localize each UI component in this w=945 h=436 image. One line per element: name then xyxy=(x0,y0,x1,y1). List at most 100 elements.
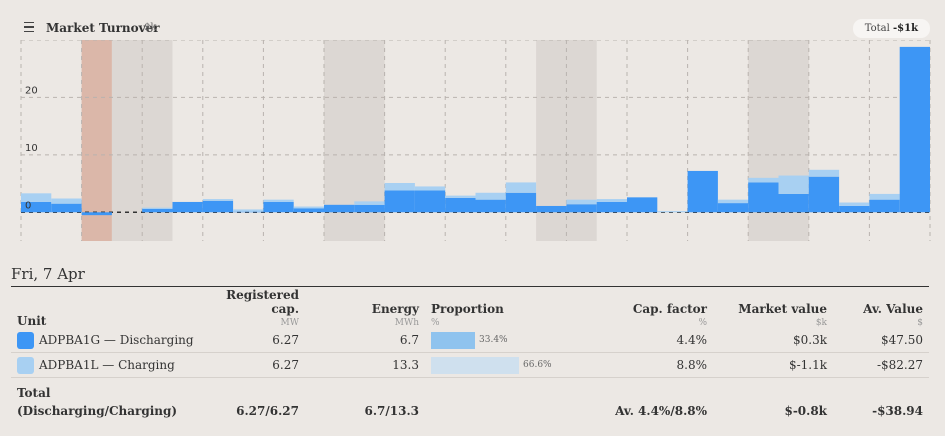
bar-discharging xyxy=(233,211,264,213)
bar-charging xyxy=(869,193,900,200)
bar-discharging xyxy=(142,208,173,213)
y-tick-label: 20 xyxy=(25,85,38,96)
bar-discharging xyxy=(324,204,355,213)
y-tick-label: 0 xyxy=(25,200,31,211)
bar-charging xyxy=(566,199,597,205)
bar-discharging xyxy=(687,170,718,213)
bar-charging xyxy=(475,192,506,200)
bar-discharging xyxy=(748,182,779,213)
bar-discharging xyxy=(354,204,385,213)
bar-charging xyxy=(748,177,779,183)
bar-discharging xyxy=(475,199,506,213)
table-row[interactable]: ADPBA1G — Discharging 6.27 6.7 33.4% 4.4… xyxy=(11,328,929,353)
proportion-bar xyxy=(431,331,475,349)
unit-cell: ADPBA1L — Charging xyxy=(11,352,203,378)
av-value-cell: -$82.27 xyxy=(833,352,929,378)
bar-charging xyxy=(202,199,234,201)
series-swatch[interactable] xyxy=(17,331,34,349)
col-reg-cap[interactable]: Registered cap. MW xyxy=(226,288,299,328)
bar-discharging xyxy=(202,200,234,213)
bar-discharging xyxy=(778,193,809,213)
total-value: -$1k xyxy=(893,23,918,34)
bar-discharging xyxy=(263,201,294,213)
bar-discharging xyxy=(414,190,446,213)
bar-charging xyxy=(293,206,324,209)
bar-discharging xyxy=(566,204,597,213)
bar-charging xyxy=(445,195,476,198)
col-energy[interactable]: Energy MWh xyxy=(371,302,419,328)
bar-charging xyxy=(384,182,415,191)
bar-discharging xyxy=(627,197,658,213)
total-sublabel: (Discharging/Charging) xyxy=(17,404,178,418)
bar-charging xyxy=(233,209,264,212)
highlight-band xyxy=(81,40,112,241)
units-table: Unit Registered cap. MW Energy MWh Proport… xyxy=(11,288,929,420)
series-swatch[interactable] xyxy=(17,356,34,374)
menu-icon[interactable] xyxy=(24,22,34,32)
reg-cap-cell: 6.27 xyxy=(203,328,305,353)
total-badge[interactable]: Total -$1k xyxy=(852,19,930,38)
bar-discharging xyxy=(717,203,749,213)
bar-discharging xyxy=(172,201,203,213)
bar-discharging xyxy=(839,205,870,213)
col-cap-factor[interactable]: Cap. factor% xyxy=(632,302,707,328)
cap-factor-cell: 8.8% xyxy=(567,352,713,378)
energy-cell: 6.7 xyxy=(305,328,425,353)
total-reg-cap: 6.27/6.27 xyxy=(236,404,299,418)
bar-discharging xyxy=(51,203,82,213)
table-row[interactable]: ADPBA1L — Charging 6.27 13.3 66.6% 8.8% … xyxy=(11,352,929,378)
chart-header: Market Turnover $k Total -$1k xyxy=(20,16,930,42)
proportion-bar xyxy=(431,356,519,374)
market-value-cell: $0.3k xyxy=(713,328,833,353)
col-av-value[interactable]: Av. Value $ xyxy=(863,302,923,328)
bar-charging xyxy=(596,199,627,202)
bar-charging xyxy=(414,186,446,191)
bar-charging xyxy=(839,202,870,206)
date-label: Fri, 7 Apr xyxy=(11,265,85,283)
cap-factor-cell: 4.4% xyxy=(567,328,713,353)
market-turnover-chart[interactable]: 0 10 20 xyxy=(0,40,945,245)
bar-discharging xyxy=(384,190,415,213)
total-market-value: $-0.8k xyxy=(784,404,827,418)
table-divider xyxy=(11,286,929,287)
bar-discharging xyxy=(808,176,840,213)
proportion-cell: 66.6% xyxy=(425,352,567,378)
bar-charging xyxy=(657,211,688,213)
total-cap-factor: Av. 4.4%/8.8% xyxy=(615,404,707,418)
bar-discharging xyxy=(536,205,567,213)
total-row-values: (Discharging/Charging) 6.27/6.27 6.7/13.… xyxy=(11,402,929,420)
total-row: Total xyxy=(11,378,929,403)
bar-discharging xyxy=(869,199,900,213)
bar-discharging xyxy=(899,46,930,213)
total-energy: 6.7/13.3 xyxy=(364,404,420,418)
bar-discharging xyxy=(445,197,476,213)
col-market-value[interactable]: Market value $k xyxy=(738,302,827,328)
bar-discharging xyxy=(293,208,324,213)
bar-charging xyxy=(808,169,840,177)
chart-title: Market Turnover xyxy=(46,21,160,35)
bar-discharging xyxy=(505,192,537,213)
unit-cell: ADPBA1G — Discharging xyxy=(11,328,203,353)
total-label: Total xyxy=(17,386,51,400)
energy-cell: 13.3 xyxy=(305,352,425,378)
chart-unit: $k xyxy=(144,22,157,33)
bar-charging xyxy=(142,207,173,209)
col-unit[interactable]: Unit xyxy=(17,314,47,328)
bar-charging xyxy=(263,199,294,202)
total-av-value: -$38.94 xyxy=(872,404,923,418)
bar-charging xyxy=(354,201,385,205)
total-label: Total xyxy=(864,23,890,34)
bar-charging xyxy=(505,182,537,193)
proportion-cell: 33.4% xyxy=(425,328,567,353)
bar-discharging xyxy=(21,201,52,213)
bar-charging xyxy=(51,198,82,204)
bar-charging xyxy=(717,199,749,204)
reg-cap-cell: 6.27 xyxy=(203,352,305,378)
av-value-cell: $47.50 xyxy=(833,328,929,353)
bar-discharging xyxy=(81,212,112,216)
market-value-cell: $-1.1k xyxy=(713,352,833,378)
col-proportion[interactable]: Proportion% xyxy=(431,302,504,328)
bar-charging xyxy=(21,193,52,202)
bar-charging xyxy=(778,175,809,194)
bar-discharging xyxy=(596,201,627,213)
